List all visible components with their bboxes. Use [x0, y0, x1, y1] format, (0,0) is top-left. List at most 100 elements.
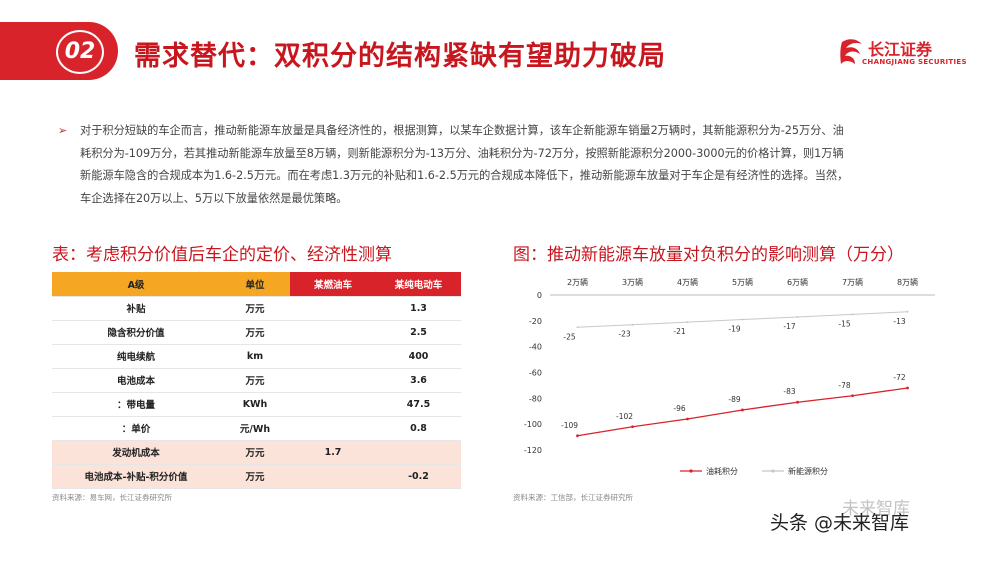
table-cell: 万元 [220, 320, 290, 345]
table-cell: KWh [220, 392, 290, 417]
table-cell [290, 320, 376, 345]
table-cell: 1.3 [376, 296, 461, 321]
data-label: -21 [673, 327, 685, 336]
x-tick-label: 6万辆 [787, 277, 808, 287]
table-header-row: A级 单位 某燃油车 某纯电动车 [52, 272, 461, 297]
table-cell [290, 368, 376, 393]
series-point [851, 394, 854, 398]
table-cell: 0.8 [376, 416, 461, 441]
table-cell: 2.5 [376, 320, 461, 345]
series-point [686, 417, 689, 421]
credit-impact-chart: 0 -20 -40 -60 -80 -100 -120 2万辆 3万辆 4万辆 5万辆 6万辆 7万辆 8… [524, 277, 935, 476]
table-cell: 万元 [220, 296, 290, 321]
table-cell [290, 392, 376, 417]
data-label: -23 [618, 330, 630, 339]
y-tick-label: -100 [524, 420, 542, 429]
table-cell: -0.2 [376, 464, 461, 489]
table-cell: 万元 [220, 368, 290, 393]
data-label: -15 [838, 319, 850, 328]
series-point [851, 313, 854, 316]
section-number: 02 [56, 30, 104, 74]
table-cell [290, 464, 376, 489]
data-label: -25 [563, 332, 575, 341]
y-tick-label: -80 [529, 394, 542, 403]
y-tick-label: -20 [529, 317, 542, 326]
page-title: 需求替代：双积分的结构紧缺有望助力破局 [134, 41, 666, 72]
table-row: 电池成本 万元 3.6 [52, 368, 461, 393]
data-label: -72 [893, 373, 905, 382]
data-label: -17 [783, 322, 795, 331]
x-tick-label: 4万辆 [677, 277, 698, 287]
data-label: -13 [893, 317, 905, 326]
table-row: 隐含积分价值 万元 2.5 [52, 320, 461, 345]
data-label: -109 [561, 421, 578, 430]
series-point [906, 386, 909, 390]
watermark: 头条 @未来智库 [770, 512, 910, 534]
table-row-highlighted: 发动机成本 万元 1.7 [52, 440, 461, 465]
table-cell: 万元 [220, 440, 290, 465]
series-point [576, 326, 579, 329]
table-header-cell: 单位 [220, 272, 290, 297]
table-cell [290, 416, 376, 441]
table-row: 补贴 万元 1.3 [52, 296, 461, 321]
watermark-faded: 未来智库 [842, 499, 910, 519]
table-cell: km [220, 344, 290, 369]
table-cell: 电池成本-补贴-积分价值 [52, 464, 220, 489]
data-label: -96 [673, 404, 685, 413]
series-point [631, 425, 634, 429]
pricing-table: A级 单位 某燃油车 某纯电动车 补贴 万元 1.3 隐含积分价值 万元 2.5… [52, 272, 461, 489]
table-cell: 纯电续航 [52, 344, 220, 369]
series-point [796, 400, 799, 404]
data-label: -19 [728, 325, 740, 334]
table-title: 表：考虑积分价值后车企的定价、经济性测算 [52, 245, 392, 265]
data-label: -89 [728, 395, 740, 404]
y-tick-label: 0 [537, 291, 542, 300]
table-cell: ：单价 [52, 416, 220, 441]
x-tick-label: 7万辆 [842, 277, 863, 287]
x-tick-label: 3万辆 [622, 277, 643, 287]
header-bar [0, 0, 1000, 90]
series-point [906, 310, 909, 313]
table-cell: 万元 [220, 464, 290, 489]
table-header-cell: 某燃油车 [290, 272, 376, 297]
table-source: 资料来源：易车网，长江证券研究所 [52, 493, 172, 502]
x-tick-label: 2万辆 [567, 277, 588, 287]
series-point [741, 408, 744, 412]
table-row: 纯电续航 km 400 [52, 344, 461, 369]
table-cell: 47.5 [376, 392, 461, 417]
series-point [576, 434, 579, 438]
table-cell: 电池成本 [52, 368, 220, 393]
logo-subtext: CHANGJIANG SECURITIES [862, 58, 967, 66]
table-cell: 3.6 [376, 368, 461, 393]
legend-label: 油耗积分 [706, 466, 738, 476]
data-label: -78 [838, 381, 850, 390]
table-cell [290, 344, 376, 369]
legend-marker [771, 469, 775, 473]
logo-mark-icon [840, 39, 862, 64]
legend-marker [689, 469, 693, 473]
chart-title: 图：推动新能源车放量对负积分的影响测算（万分） [513, 245, 904, 265]
y-tick-label: -40 [529, 343, 542, 352]
chart-source: 资料来源：工信部，长江证券研究所 [513, 493, 633, 502]
table-cell [290, 296, 376, 321]
logo-text: 长江证券 [868, 40, 933, 59]
table-cell: 1.7 [290, 440, 376, 465]
table-cell: 补贴 [52, 296, 220, 321]
series-point [796, 315, 799, 318]
series-point [631, 323, 634, 326]
series-point [741, 318, 744, 321]
table-row-highlighted: 电池成本-补贴-积分价值 万元 -0.2 [52, 464, 461, 489]
table-header-cell: A级 [52, 272, 220, 297]
table-cell: ：带电量 [52, 392, 220, 417]
x-tick-label: 8万辆 [897, 277, 918, 287]
table-cell: 400 [376, 344, 461, 369]
table-cell: 发动机成本 [52, 440, 220, 465]
bullet-arrow-icon: ➢ [58, 124, 68, 137]
data-label: -102 [616, 412, 633, 421]
table-header-cell: 某纯电动车 [376, 272, 461, 297]
data-label: -83 [783, 387, 795, 396]
body-paragraph: 对于积分短缺的车企而言，推动新能源车放量是具备经济性的，根据测算，以某车企数据计… [80, 124, 849, 205]
table-cell [376, 440, 461, 465]
table-row: ：带电量 KWh 47.5 [52, 392, 461, 417]
table-cell: 元/Wh [220, 416, 290, 441]
